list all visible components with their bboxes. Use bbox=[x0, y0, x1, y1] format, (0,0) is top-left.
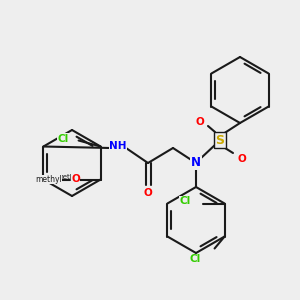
Text: S: S bbox=[215, 134, 224, 146]
Text: N: N bbox=[191, 157, 201, 169]
Text: O: O bbox=[238, 154, 246, 164]
Text: O: O bbox=[144, 188, 152, 198]
Text: methyl: methyl bbox=[35, 175, 62, 184]
Text: Cl: Cl bbox=[189, 254, 201, 265]
Text: Cl: Cl bbox=[179, 196, 191, 206]
Text: Cl: Cl bbox=[57, 134, 69, 143]
Text: O: O bbox=[196, 117, 204, 127]
Text: methyl: methyl bbox=[57, 175, 81, 181]
Text: NH: NH bbox=[109, 141, 127, 151]
Text: O: O bbox=[71, 175, 80, 184]
